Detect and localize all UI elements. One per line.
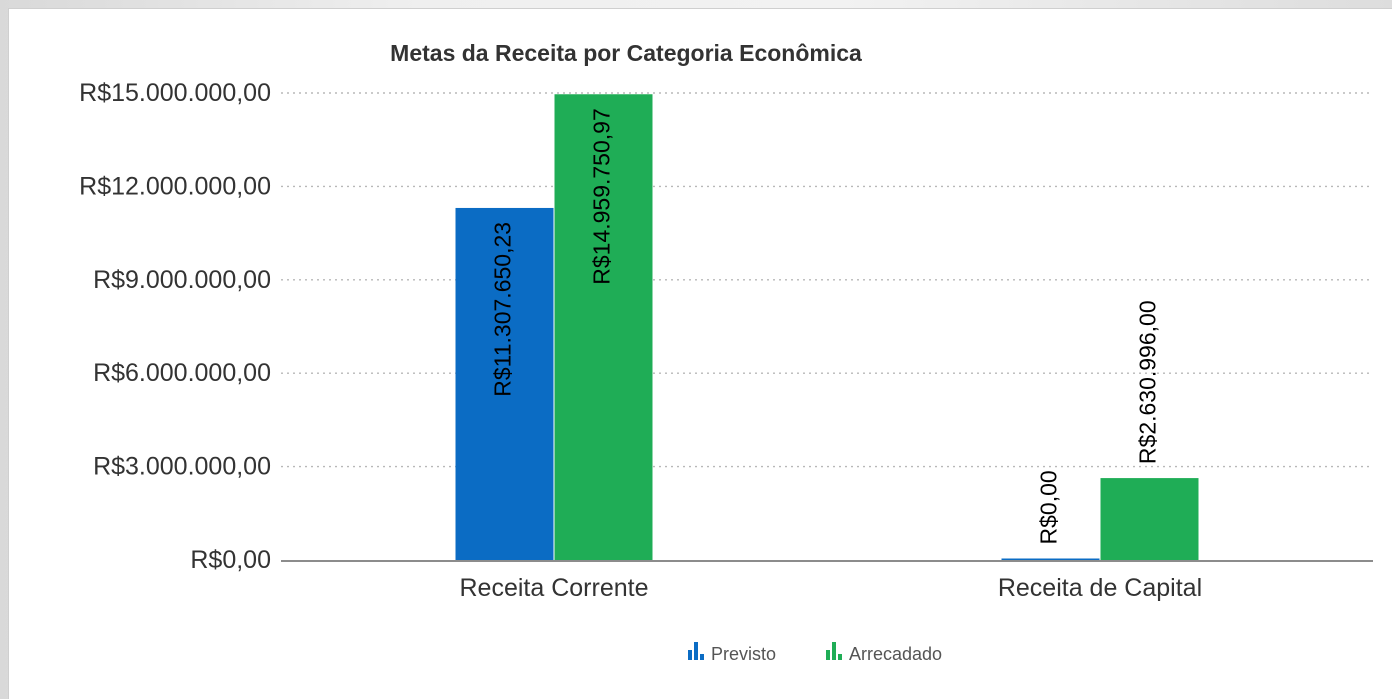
bar-arrecadado-1[interactable] [554, 94, 653, 561]
data-label: R$11.307.650,23 [490, 222, 516, 397]
legend-item-previsto[interactable]: Previsto [688, 642, 776, 664]
y-tick-label: R$6.000.000,00 [93, 359, 271, 387]
legend-label: Arrecadado [849, 644, 942, 664]
bar-previsto-1[interactable] [455, 207, 554, 561]
icon-bar [694, 642, 698, 660]
data-label: R$2.630.996,00 [1135, 300, 1161, 464]
legend-item-arrecadado[interactable]: Arrecadado [826, 642, 942, 664]
bars: R$11.307.650,23 R$14.959.750,97 R$0,00 R$2.… [455, 94, 1199, 561]
bar-chart-icon [688, 642, 704, 660]
x-axis: Receita Corrente Receita de Capital [460, 574, 1203, 602]
bar-previsto-2[interactable] [1001, 558, 1100, 561]
bar-arrecadado-2[interactable] [1100, 478, 1199, 560]
bar-chart-icon [826, 642, 842, 660]
icon-bar [838, 654, 842, 660]
icon-bar [688, 650, 692, 660]
data-label: R$14.959.750,97 [589, 108, 615, 285]
y-tick-label: R$0,00 [190, 546, 271, 574]
data-label: R$0,00 [1036, 470, 1062, 544]
gridlines [281, 92, 1373, 468]
legend[interactable]: Previsto Arrecadado [688, 642, 942, 664]
y-tick-label: R$3.000.000,00 [93, 453, 271, 481]
icon-bar [826, 650, 830, 660]
legend-label: Previsto [711, 644, 776, 664]
chart-panel: Metas da Receita por Categoria Econômica… [8, 8, 1392, 699]
icon-bar [832, 642, 836, 660]
chart-title: Metas da Receita por Categoria Econômica [390, 40, 862, 66]
y-tick-label: R$12.000.000,00 [79, 172, 271, 200]
y-tick-label: R$9.000.000,00 [93, 266, 271, 294]
y-tick-label: R$15.000.000,00 [79, 79, 271, 107]
x-tick-label: Receita Corrente [460, 574, 649, 602]
bar-chart: Metas da Receita por Categoria Econômica… [79, 40, 1373, 664]
icon-bar [700, 654, 704, 660]
x-tick-label: Receita de Capital [998, 574, 1202, 602]
y-axis: R$0,00 R$3.000.000,00 R$6.000.000,00 R$9.00… [79, 79, 1373, 574]
